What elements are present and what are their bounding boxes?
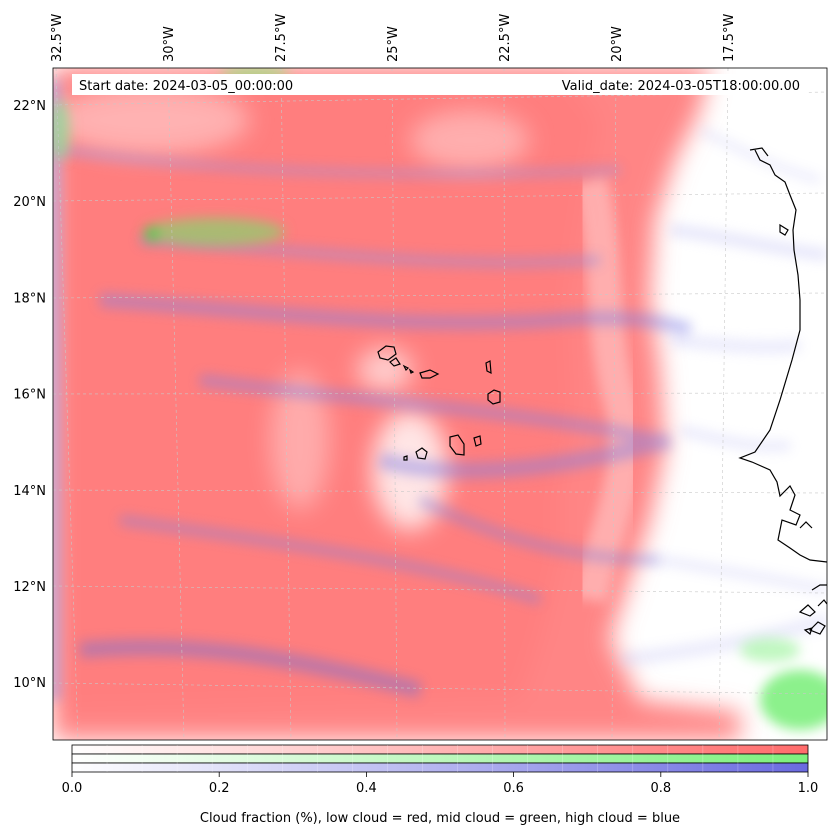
map-panel: Start date: 2024-03-05_00:00:00 Valid_da… bbox=[53, 68, 827, 740]
latitude-labels: 22°N 20°N 18°N 16°N 14°N 12°N 10°N bbox=[13, 99, 46, 691]
lat-tick-label: 16°N bbox=[13, 388, 46, 403]
lat-tick-label: 22°N bbox=[13, 99, 46, 114]
lon-tick-label: 30°W bbox=[162, 26, 177, 62]
coastline-cape-verde-islands bbox=[377, 345, 501, 461]
lat-tick-label: 10°N bbox=[13, 676, 46, 691]
colorbar-tick-label: 0.4 bbox=[356, 781, 377, 796]
lat-tick-label: 12°N bbox=[13, 580, 46, 595]
mid-cloud-field bbox=[53, 68, 827, 730]
lon-tick-label: 32.5°W bbox=[50, 14, 65, 62]
clear-sky-patches bbox=[53, 85, 530, 530]
colorbar-ticks: 0.0 0.2 0.4 0.6 0.8 1.0 bbox=[62, 772, 819, 796]
colorbar-mid-cloud bbox=[71, 753, 809, 764]
start-date-text: Start date: 2024-03-05_00:00:00 bbox=[79, 79, 293, 94]
lat-tick-label: 18°N bbox=[13, 291, 46, 306]
low-cloud-thin-band bbox=[573, 175, 643, 604]
lon-tick-label: 27.5°W bbox=[274, 14, 289, 62]
lon-tick-label: 17.5°W bbox=[722, 14, 737, 62]
lon-tick-label: 22.5°W bbox=[498, 14, 513, 62]
graticule bbox=[53, 68, 827, 740]
high-cloud-field bbox=[53, 80, 693, 700]
longitude-labels: 32.5°W 30°W 27.5°W 25°W 22.5°W 20°W 17.5°W bbox=[50, 14, 737, 62]
colorbar-low-cloud bbox=[71, 744, 809, 755]
colorbar-tick-label: 1.0 bbox=[798, 781, 819, 796]
colorbar: 0.0 0.2 0.4 0.6 0.8 1.0 Cloud fraction (%), l… bbox=[62, 744, 819, 826]
lon-tick-label: 20°W bbox=[610, 26, 625, 62]
map-frame bbox=[52, 67, 828, 741]
header-banner bbox=[72, 74, 808, 95]
lat-tick-label: 20°N bbox=[13, 195, 46, 210]
colorbar-tick-label: 0.8 bbox=[650, 781, 671, 796]
colorbar-tick-label: 0.2 bbox=[209, 781, 230, 796]
lat-tick-label: 14°N bbox=[13, 484, 46, 499]
lon-tick-label: 25°W bbox=[386, 26, 401, 62]
colorbar-high-cloud bbox=[71, 762, 809, 773]
coastline-africa bbox=[738, 147, 827, 636]
valid-date-text: Valid_date: 2024-03-05T18:00:00.00 bbox=[562, 79, 800, 94]
colorbar-segments bbox=[106, 745, 774, 772]
colorbar-tick-label: 0.6 bbox=[503, 781, 524, 796]
colorbar-label: Cloud fraction (%), low cloud = red, mid… bbox=[200, 811, 680, 826]
colorbar-tick-label: 0.0 bbox=[62, 781, 83, 796]
